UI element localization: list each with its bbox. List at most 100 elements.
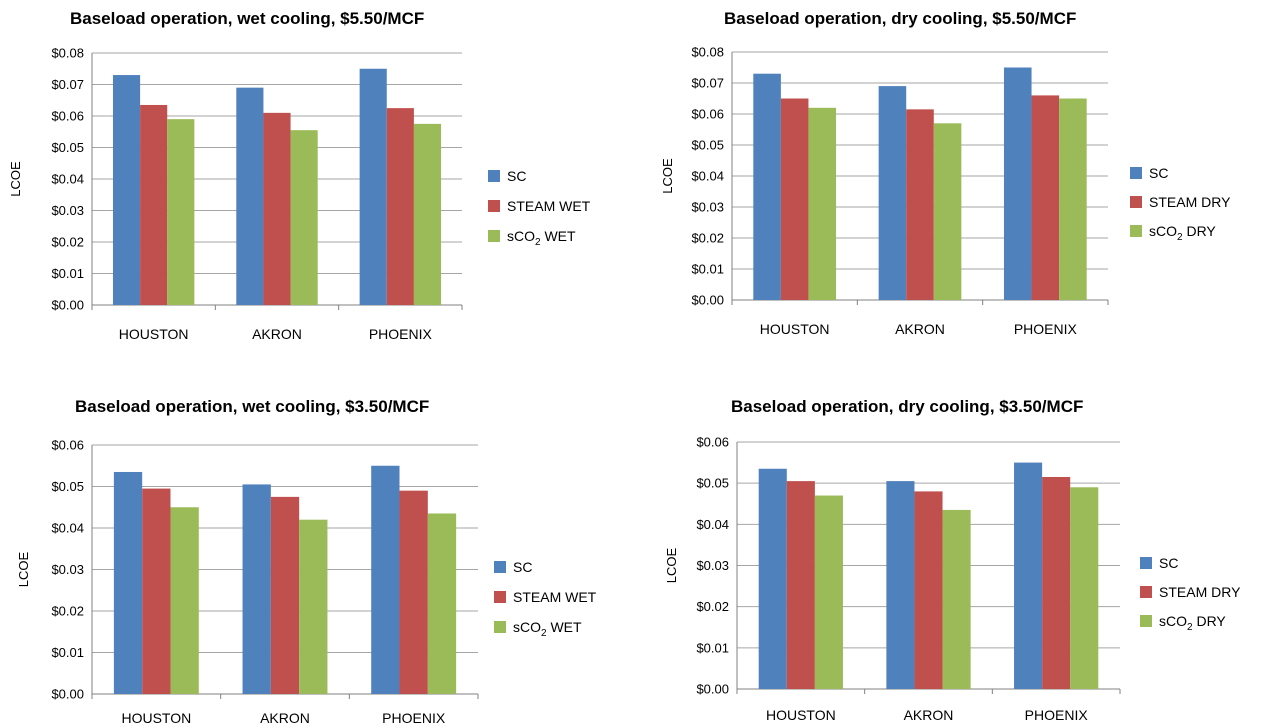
y-tick-label: $0.00 [696, 682, 729, 697]
legend-label: sCO2 WET [507, 228, 576, 248]
x-category-label: AKRON [904, 707, 954, 723]
bar [758, 468, 787, 689]
bar [167, 119, 195, 306]
legend-swatch [488, 200, 500, 212]
x-category-label: AKRON [260, 710, 310, 726]
bar [886, 481, 915, 689]
legend-swatch [494, 591, 506, 603]
bar [933, 123, 962, 300]
y-tick-label: $0.02 [691, 231, 724, 246]
chart-svg: Baseload operation, dry cooling, $3.50/M… [664, 397, 1241, 723]
y-axis-label: LCOE [16, 551, 31, 587]
legend-swatch [1140, 586, 1152, 598]
chart-svg: Baseload operation, dry cooling, $5.50/M… [660, 9, 1231, 337]
bar [1059, 98, 1087, 300]
y-tick-label: $0.04 [691, 169, 724, 184]
bar [1042, 476, 1071, 689]
y-tick-label: $0.05 [51, 479, 84, 494]
y-tick-label: $0.04 [51, 172, 84, 187]
y-tick-label: $0.04 [696, 517, 729, 532]
y-tick-label: $0.05 [696, 476, 729, 491]
bar [386, 108, 414, 305]
y-tick-label: $0.03 [691, 200, 724, 215]
chart-svg: Baseload operation, wet cooling, $5.50/M… [8, 9, 591, 342]
bar [399, 490, 428, 694]
bar [878, 86, 907, 300]
x-category-label: AKRON [252, 326, 302, 342]
y-tick-label: $0.06 [51, 438, 84, 453]
y-tick-label: $0.06 [691, 107, 724, 122]
bar [914, 491, 943, 689]
x-category-label: HOUSTON [760, 321, 830, 337]
legend-swatch [488, 170, 500, 182]
legend-label: STEAM DRY [1149, 194, 1231, 210]
y-tick-label: $0.02 [51, 235, 84, 250]
bar [1070, 487, 1099, 689]
bar [814, 495, 843, 689]
bar [906, 109, 934, 300]
chart-svg: Baseload operation, wet cooling, $3.50/M… [16, 397, 597, 726]
bar [413, 123, 442, 305]
y-tick-label: $0.03 [51, 562, 84, 577]
chart-title: Baseload operation, wet cooling, $3.50/M… [75, 397, 429, 416]
bar [142, 488, 171, 694]
bar [112, 75, 141, 305]
bar [263, 112, 291, 305]
chart-wet-cooling-350: Baseload operation, wet cooling, $3.50/M… [0, 385, 640, 727]
chart-dry-cooling-550: Baseload operation, dry cooling, $5.50/M… [640, 0, 1270, 350]
bar [290, 130, 318, 305]
x-category-label: HOUSTON [119, 326, 189, 342]
y-tick-label: $0.01 [696, 640, 729, 655]
legend-swatch [1130, 167, 1142, 179]
bar [359, 68, 387, 305]
x-category-label: HOUSTON [766, 707, 836, 723]
y-tick-label: $0.05 [691, 138, 724, 153]
legend-label: sCO2 WET [513, 619, 582, 639]
y-tick-label: $0.03 [696, 558, 729, 573]
y-tick-label: $0.08 [691, 45, 724, 60]
bar [371, 465, 400, 694]
x-category-label: AKRON [895, 321, 945, 337]
legend-swatch [1140, 615, 1152, 627]
legend-label: STEAM WET [507, 198, 591, 214]
chart-title: Baseload operation, wet cooling, $5.50/M… [70, 9, 424, 28]
bar [786, 481, 815, 689]
legend-label: SC [507, 168, 526, 184]
y-tick-label: $0.01 [51, 266, 84, 281]
bar [942, 509, 971, 689]
y-tick-label: $0.02 [696, 599, 729, 614]
y-tick-label: $0.01 [51, 645, 84, 660]
bar [808, 107, 837, 300]
y-axis-label: LCOE [664, 547, 679, 583]
y-axis-label: LCOE [8, 161, 23, 197]
y-tick-label: $0.06 [696, 435, 729, 450]
chart-wet-cooling-550: Baseload operation, wet cooling, $5.50/M… [0, 0, 640, 350]
bar [140, 104, 168, 305]
bar [299, 519, 328, 694]
legend-label: sCO2 DRY [1159, 613, 1226, 633]
legend-swatch [494, 621, 506, 633]
bar [1014, 462, 1043, 689]
legend-swatch [1130, 225, 1142, 237]
legend-swatch [494, 561, 506, 573]
legend-label: sCO2 DRY [1149, 223, 1216, 243]
y-tick-label: $0.06 [51, 109, 84, 124]
legend-swatch [1130, 196, 1142, 208]
bar [427, 513, 457, 694]
x-category-label: PHOENIX [369, 326, 433, 342]
bar [236, 87, 264, 306]
chart-dry-cooling-350: Baseload operation, dry cooling, $3.50/M… [640, 385, 1270, 727]
x-category-label: HOUSTON [121, 710, 191, 726]
bar [170, 507, 199, 694]
chart-title: Baseload operation, dry cooling, $5.50/M… [724, 9, 1076, 28]
x-category-label: PHOENIX [1014, 321, 1078, 337]
y-tick-label: $0.03 [51, 203, 84, 218]
y-tick-label: $0.07 [51, 77, 84, 92]
y-tick-label: $0.07 [691, 76, 724, 91]
y-tick-label: $0.08 [51, 46, 84, 61]
legend-label: SC [513, 559, 532, 575]
legend-swatch [488, 230, 500, 242]
y-tick-label: $0.00 [51, 687, 84, 702]
x-category-label: PHOENIX [382, 710, 446, 726]
bar [270, 496, 300, 694]
